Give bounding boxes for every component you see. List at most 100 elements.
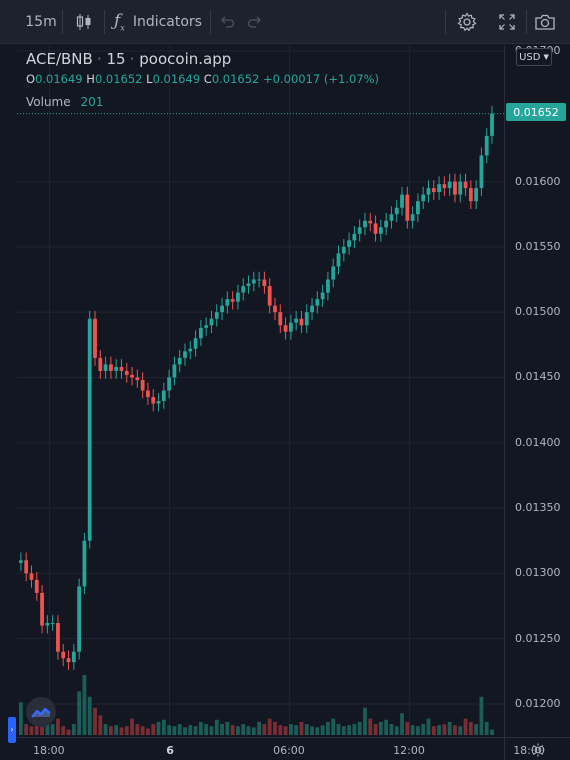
low-value: 0.01649	[152, 72, 201, 86]
chart-pane[interactable]	[17, 45, 504, 737]
volume-bar	[310, 726, 314, 735]
volume-bar	[273, 721, 277, 735]
volume-bar	[378, 721, 383, 735]
candle-body	[188, 348, 193, 352]
candle-body	[183, 351, 187, 358]
candle-body	[331, 266, 336, 280]
candle-body	[108, 364, 113, 371]
volume-bar	[29, 726, 34, 735]
time-axis[interactable]	[17, 737, 504, 760]
redo-icon	[247, 16, 261, 28]
interval-button[interactable]: 15m	[20, 7, 62, 37]
volume-bar	[140, 726, 145, 735]
candle-body	[267, 286, 272, 306]
volume-bar	[447, 721, 452, 735]
candle-body	[363, 220, 367, 228]
candle-body	[225, 299, 230, 306]
axis-settings-corner[interactable]	[504, 737, 570, 760]
candle-body	[283, 325, 288, 332]
volume-bar	[347, 725, 351, 735]
volume-bar	[315, 727, 320, 735]
candle-body	[410, 214, 415, 221]
legend-dot: ·	[96, 50, 107, 68]
volume-bar	[167, 725, 172, 735]
candle-body	[431, 188, 436, 193]
volume-label: Volume	[26, 95, 71, 109]
candle-body	[373, 223, 378, 234]
candle-body	[288, 322, 293, 332]
open-label: O	[26, 72, 36, 86]
high-value: 0.01652	[94, 72, 143, 86]
chart-type-button[interactable]	[68, 7, 100, 37]
price-axis[interactable]: 0.017000.016000.015500.015000.014500.014…	[504, 44, 570, 737]
high-label: H	[86, 72, 95, 86]
volume-legend: Volume 201	[26, 95, 103, 109]
candle-body	[77, 586, 82, 652]
screenshot-button[interactable]	[530, 7, 560, 37]
candle-body	[241, 286, 246, 293]
candle-body	[474, 188, 479, 202]
volume-bar	[114, 725, 119, 735]
volume-bar	[146, 728, 150, 735]
fullscreen-button[interactable]	[493, 7, 521, 37]
volume-bar	[241, 724, 246, 735]
candle-body	[273, 305, 277, 313]
candle-body	[299, 318, 304, 326]
candle-body	[24, 560, 29, 574]
price-chart[interactable]	[17, 45, 504, 737]
volume-value: 201	[80, 95, 104, 109]
volume-bar	[66, 729, 71, 735]
undo-button[interactable]	[214, 7, 240, 37]
volume-bar	[103, 724, 108, 735]
volume-bar	[19, 702, 23, 735]
symbol-name[interactable]: ACE/BNB	[26, 50, 93, 68]
volume-bar	[357, 721, 362, 735]
volume-bar	[172, 726, 177, 735]
camera-icon	[535, 14, 555, 30]
candle-body	[251, 279, 256, 284]
gear-icon	[457, 12, 477, 32]
toolbar-divider	[104, 10, 105, 34]
volume-bar	[278, 725, 283, 735]
candle-body	[135, 377, 140, 381]
volume-bar	[458, 726, 463, 735]
volume-bar	[463, 718, 468, 735]
candle-body	[442, 184, 447, 189]
candles-icon	[76, 14, 91, 30]
candle-body	[347, 240, 351, 247]
last-price-label: 0.01652	[506, 103, 566, 121]
candle-body	[98, 357, 103, 371]
redo-button[interactable]	[242, 7, 268, 37]
candle-body	[40, 592, 44, 626]
volume-bar	[341, 726, 346, 735]
candle-body	[479, 155, 484, 189]
drawing-panel-toggle[interactable]: ›	[8, 717, 16, 743]
candle-body	[177, 357, 182, 365]
volume-bar	[294, 725, 299, 735]
candle-body	[304, 312, 309, 326]
candle-body	[262, 279, 267, 287]
currency-select[interactable]: USD ▼	[516, 48, 552, 66]
time-tick-label: 06:00	[273, 744, 305, 757]
currency-label: USD	[519, 51, 541, 63]
volume-bar	[124, 726, 129, 735]
volume-bar	[437, 725, 441, 735]
candle-body	[326, 279, 330, 293]
candle-body	[437, 184, 441, 193]
candle-body	[246, 283, 251, 287]
candle-body	[34, 579, 39, 593]
indicators-button[interactable]: ƒx Indicators	[110, 7, 206, 37]
volume-bar	[453, 725, 457, 735]
volume-bar	[156, 721, 161, 735]
volume-bar	[50, 724, 55, 735]
volume-bar	[161, 719, 166, 735]
settings-button[interactable]	[453, 7, 481, 37]
candle-body	[384, 220, 389, 228]
candle-body	[336, 253, 341, 267]
volume-bar	[267, 718, 272, 735]
volume-bar	[130, 718, 134, 735]
tradingview-logo-button[interactable]	[26, 697, 56, 727]
volume-bar	[56, 718, 60, 735]
volume-bar	[251, 727, 256, 735]
candle-body	[61, 651, 66, 659]
